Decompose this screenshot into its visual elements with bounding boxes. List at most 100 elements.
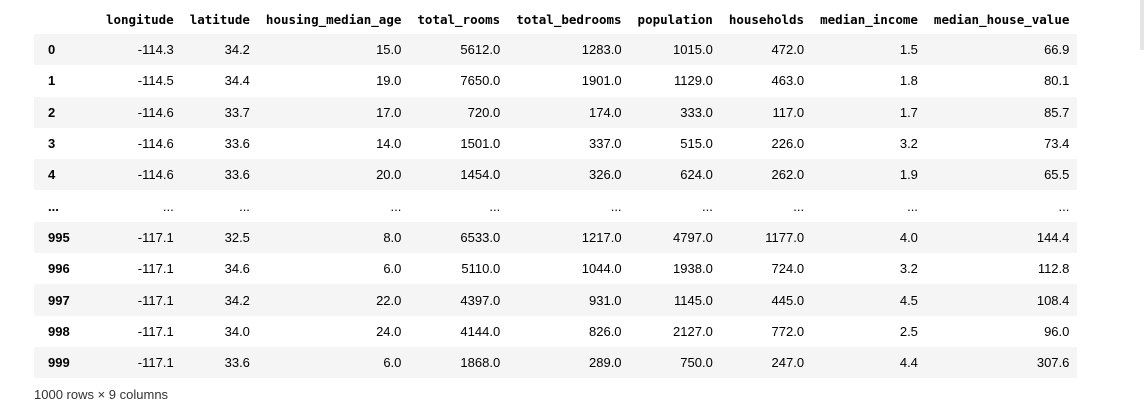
table-cell: 20.0 xyxy=(376,167,402,183)
column-header-median-house-value: median_house_value xyxy=(933,11,1070,27)
table-row: 3 -114.6 33.6 14.0 1501.0 337.0 515.0 226.0 3.2 7… xyxy=(34,128,1077,159)
table-cell: 34.0 xyxy=(224,323,250,339)
table-cell: ... xyxy=(390,198,402,214)
table-cell: -117.1 xyxy=(137,261,174,277)
table-cell: 1.7 xyxy=(899,104,918,120)
row-index: 0 xyxy=(48,42,56,58)
dataframe-shape-summary: 1000 rows × 9 columns xyxy=(34,387,169,402)
row-index: ... xyxy=(48,198,59,214)
table-cell: 4144.0 xyxy=(460,323,501,339)
table-cell: 289.0 xyxy=(589,355,622,371)
table-cell: 33.7 xyxy=(224,104,250,120)
table-cell: 34.2 xyxy=(224,292,250,308)
row-index: 2 xyxy=(48,104,56,120)
row-index: 995 xyxy=(48,229,70,245)
table-cell: 4797.0 xyxy=(673,229,713,245)
table-cell: 3.2 xyxy=(899,261,918,277)
column-header-latitude: latitude xyxy=(189,11,250,27)
table-cell: 22.0 xyxy=(376,292,402,308)
table-row: 998 -117.1 34.0 24.0 4144.0 826.0 2127.0 772.0 2… xyxy=(34,316,1077,347)
table-cell: 33.6 xyxy=(224,136,250,152)
table-cell: -114.6 xyxy=(137,136,174,152)
table-cell: -114.5 xyxy=(137,73,174,89)
table-row: 1 -114.5 34.4 19.0 7650.0 1901.0 1129.0 463.0 1.… xyxy=(34,65,1077,96)
table-cell: 1177.0 xyxy=(765,229,805,245)
table-cell: 108.4 xyxy=(1036,292,1070,308)
table-cell: 8.0 xyxy=(383,229,402,245)
table-cell: 1283.0 xyxy=(581,42,622,58)
table-cell: 1217.0 xyxy=(581,229,622,245)
table-cell: 1454.0 xyxy=(460,167,501,183)
table-cell: 34.4 xyxy=(224,73,250,89)
table-body: 0 -114.3 34.2 15.0 5612.0 1283.0 1015.0 472.0 1.… xyxy=(34,34,1078,379)
table-cell: 750.0 xyxy=(680,355,713,371)
table-cell: 34.6 xyxy=(224,261,250,277)
row-index: 4 xyxy=(48,167,56,183)
table-cell: ... xyxy=(489,198,501,214)
table-cell: 33.6 xyxy=(224,355,250,371)
table-cell: -117.1 xyxy=(137,355,174,371)
table-cell: 445.0 xyxy=(771,292,805,308)
table-cell: 724.0 xyxy=(771,261,805,277)
table-row: 995 -117.1 32.5 8.0 6533.0 1217.0 4797.0 1177.0… xyxy=(34,221,1078,254)
table-cell: 2.5 xyxy=(899,323,918,339)
table-cell: 7650.0 xyxy=(460,73,501,89)
table-cell: 4.0 xyxy=(899,229,918,245)
column-header-longitude: longitude xyxy=(105,11,174,27)
table-cell: 5110.0 xyxy=(461,261,501,277)
table-cell: 73.4 xyxy=(1044,136,1070,152)
row-index: 996 xyxy=(48,261,70,277)
table-cell: 772.0 xyxy=(771,323,805,339)
table-row: 4 -114.6 33.6 20.0 1454.0 326.0 624.0 262.0 1.9 6… xyxy=(34,159,1078,191)
column-header-population: population xyxy=(637,11,713,27)
scrollbar-edge[interactable] xyxy=(1140,0,1144,50)
column-header-households: households xyxy=(728,11,805,27)
table-cell: 307.6 xyxy=(1036,355,1070,371)
table-cell: 3.2 xyxy=(899,136,918,152)
table-row: 2 -114.6 33.7 17.0 720.0 174.0 333.0 117.0 1.7 85… xyxy=(34,96,1078,128)
table-cell: 6.0 xyxy=(383,261,402,277)
table-cell: 24.0 xyxy=(376,323,402,339)
table-cell: 5612.0 xyxy=(460,42,501,58)
dataframe-table: longitude latitude housing_median_age to… xyxy=(34,4,1078,379)
table-cell: 80.1 xyxy=(1044,73,1070,89)
table-cell: 337.0 xyxy=(589,136,622,152)
table-cell: ... xyxy=(239,198,250,214)
table-cell: -114.6 xyxy=(137,167,174,183)
table-cell: ... xyxy=(701,198,713,214)
table-cell: 1145.0 xyxy=(674,292,713,308)
index-header xyxy=(34,4,78,34)
table-row: 999 -117.1 33.6 6.0 1868.0 289.0 750.0 247.0 4.4… xyxy=(34,346,1078,379)
table-cell: 247.0 xyxy=(771,355,805,371)
table-row: 0 -114.3 34.2 15.0 5612.0 1283.0 1015.0 472.0 1.… xyxy=(34,34,1078,66)
table-cell: 1015.0 xyxy=(673,42,713,58)
table-cell: ... xyxy=(1058,198,1070,214)
table-cell: 472.0 xyxy=(771,42,805,58)
table-cell: 117.0 xyxy=(772,104,805,120)
column-header-total-rooms: total_rooms xyxy=(417,11,501,27)
table-cell: 262.0 xyxy=(771,167,805,183)
column-header-total-bedrooms: total_bedrooms xyxy=(516,11,622,27)
table-cell: 144.4 xyxy=(1036,229,1070,245)
table-row: 996 -117.1 34.6 6.0 5110.0 1044.0 1938.0 724.0 3… xyxy=(34,253,1077,284)
table-cell: 2127.0 xyxy=(673,323,713,339)
table-cell: 14.0 xyxy=(376,136,402,152)
table-cell: 32.5 xyxy=(224,229,250,245)
table-cell: 1129.0 xyxy=(674,73,713,89)
table-cell: 1501.0 xyxy=(460,136,501,152)
table-cell: 333.0 xyxy=(680,104,713,120)
table-cell: 4397.0 xyxy=(460,292,501,308)
table-cell: ... xyxy=(793,198,805,214)
table-cell: 1938.0 xyxy=(673,261,713,277)
table-cell: 226.0 xyxy=(771,136,805,152)
table-cell: 17.0 xyxy=(376,104,402,120)
table-cell: 174.0 xyxy=(589,104,622,120)
table-cell: 33.6 xyxy=(224,167,250,183)
row-index: 997 xyxy=(48,292,70,308)
table-cell: -117.1 xyxy=(137,229,174,245)
table-cell: -114.6 xyxy=(137,104,174,120)
table-cell: 624.0 xyxy=(680,167,713,183)
table-cell: 19.0 xyxy=(376,73,402,89)
table-cell: -117.1 xyxy=(137,323,174,339)
